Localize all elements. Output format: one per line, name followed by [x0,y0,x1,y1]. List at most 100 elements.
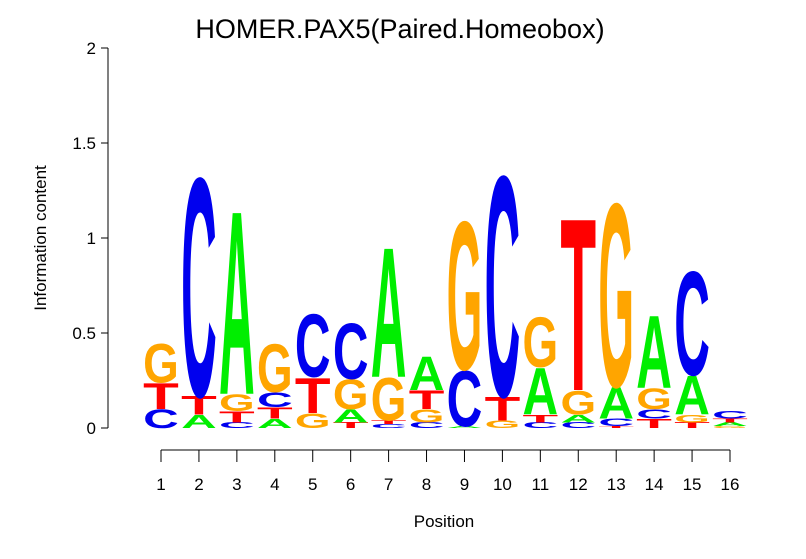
logo-letter: A [219,157,255,450]
logo-letter: C [143,404,179,434]
logo-letter: A [712,421,748,427]
letter-group: T [674,421,710,430]
logo-letter: A [560,413,596,425]
logo-letter: G [333,371,369,419]
letter-group: G [712,426,748,429]
logo-letter: C [523,421,559,430]
letter-group: C [295,296,331,396]
letter-group: T [712,418,748,424]
logo-letter: G [409,406,445,427]
letter-group: C [409,421,445,430]
letter-group: T [636,416,672,431]
logo-letter: C [447,355,483,444]
letter-group: T [523,413,559,425]
x-tick-label: 16 [721,475,740,494]
logo-letter: T [257,404,293,422]
x-tick-label: 9 [460,475,469,494]
logo-letter: T [485,389,521,428]
logo-letter: A [371,209,407,417]
letter-group: T [143,376,179,417]
logo-letter: A [257,416,293,431]
letter-group: T [409,385,445,415]
logo-letter: T [181,391,217,421]
x-tick-label: 10 [493,475,512,494]
logo-letter: C [485,110,521,463]
letter-group: G [295,409,331,432]
letter-group: G [447,178,483,415]
letter-group: A [712,421,748,427]
logo-letter: A [636,295,672,411]
logo-letter: T [371,419,407,425]
logo-letter: C [257,388,293,411]
letter-group: T [219,408,255,426]
logo-letter: T [409,385,445,415]
letter-group: G [219,390,255,417]
logo-letter: A [598,378,634,428]
letter-group: A [674,365,710,427]
logo-letter: G [598,150,634,443]
logo-letter: C [560,421,596,430]
letter-group: T [598,426,634,429]
logo-letter: C [181,114,217,463]
letter-group: T [371,419,407,425]
logo-letter: A [181,411,217,432]
logo-letter: T [143,376,179,417]
logo-letter: G [257,330,293,407]
logo-letter: G [447,178,483,415]
letter-group: C [447,355,483,444]
logo-letter: G [295,409,331,432]
letter-group: C [636,407,672,422]
letter-group: G [485,419,521,431]
x-tick-label: 3 [232,475,241,494]
logo-letter: C [371,423,407,429]
logo-letter: A [409,347,445,401]
logo-letter: G [371,365,407,434]
letter-group: G [636,382,672,415]
letter-group: A [560,413,596,425]
x-tick-label: 7 [384,475,393,494]
letter-group: G [143,333,179,395]
logo-letter: T [333,421,369,430]
x-tick-label: 5 [308,475,317,494]
logo-letter: T [712,418,748,424]
logo-letter: C [409,421,445,430]
x-tick-label: 13 [607,475,626,494]
letter-group: C [371,423,407,429]
x-tick-label: 11 [532,475,550,494]
letter-group: G [523,303,559,383]
logo-letter: T [219,408,255,426]
y-axis-label: Information content [31,165,50,311]
x-tick-label: 14 [645,475,664,494]
logo-letter: C [333,307,369,396]
letter-group: T [485,389,521,428]
letter-group: C [523,421,559,430]
letter-group: A [447,426,483,429]
letter-group: C [598,417,634,429]
letter-group: C [219,421,255,430]
logo-letter: C [219,421,255,430]
logo-letter: C [674,240,710,407]
logo-letter: G [523,303,559,383]
letter-group: C [712,409,748,421]
letter-group: G [371,365,407,434]
letter-group: C [143,404,179,434]
logo-letter: G [674,413,710,425]
x-tick-label: 12 [569,475,588,494]
logo-letter: C [295,296,331,396]
letter-group: A [636,295,672,411]
logo-letter: C [712,409,748,421]
x-axis-label: Position [414,512,474,531]
x-tick-label: 2 [194,475,203,494]
y-tick-label: 1.5 [72,134,96,153]
letter-group: C [181,114,217,463]
logo-letter: G [636,382,672,415]
letter-group: C [257,388,293,411]
logo-letter: G [712,426,748,429]
logo-letter: A [333,406,369,427]
logo-letter: T [523,413,559,425]
letter-group: C [560,421,596,430]
letter-group: T [333,421,369,430]
letter-group: G [598,150,634,443]
letter-group: A [181,411,217,432]
